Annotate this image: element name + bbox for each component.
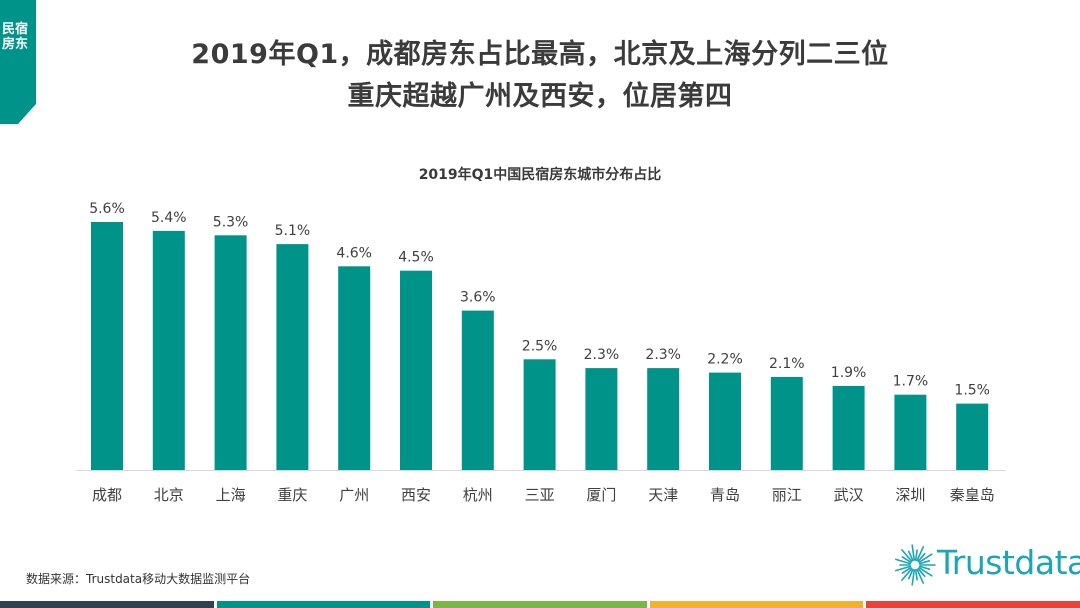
category-label-13: 武汉 [834, 486, 864, 504]
bar-12 [770, 377, 803, 470]
data-label-6: 4.5% [398, 250, 434, 266]
strip-segment-4 [649, 601, 864, 608]
bottom-color-strip [0, 601, 1080, 608]
bar-13 [832, 385, 865, 470]
data-label-9: 2.3% [584, 347, 620, 363]
data-label-1: 5.6% [89, 201, 125, 217]
strip-segment-1 [0, 601, 214, 608]
data-label-3: 5.3% [213, 214, 249, 230]
category-label-4: 重庆 [277, 486, 307, 504]
data-label-11: 2.2% [707, 352, 743, 368]
category-label-15: 秦皇岛 [950, 486, 995, 504]
bar-6 [400, 270, 432, 470]
logo-text: Trustdata [937, 543, 1080, 582]
category-label-8: 三亚 [525, 486, 555, 504]
headline-line-2: 重庆超越广州及西安，位居第四 [347, 81, 733, 112]
category-label-1: 成都 [92, 486, 122, 504]
bar-2 [152, 230, 185, 470]
category-label-6: 西安 [401, 486, 431, 504]
bar-10 [647, 368, 680, 470]
bar-15 [956, 403, 989, 470]
category-label-9: 厦门 [586, 486, 616, 504]
strip-segment-3 [433, 601, 647, 608]
starburst-icon [894, 544, 936, 586]
category-label-12: 丽江 [772, 486, 802, 504]
trustdata-logo: Trustdata [893, 535, 1080, 595]
strip-segment-5 [866, 601, 1080, 608]
bar-11 [709, 372, 741, 470]
data-label-10: 2.3% [645, 347, 681, 363]
category-label-3: 上海 [216, 486, 246, 504]
bar-chart: 5.6% 成都 5.4% 北京 5.3% 上海 5.1% 重庆 4.6% 广州 4.5% 西安 3.6%… [76, 201, 1006, 504]
category-label-11: 青岛 [710, 486, 740, 504]
data-label-13: 1.9% [831, 365, 867, 381]
bar-8 [523, 359, 556, 470]
bar-14 [894, 394, 927, 470]
data-source: 数据来源：Trustdata移动大数据监测平台 [26, 572, 251, 586]
category-label-7: 杭州 [463, 486, 493, 504]
data-label-5: 4.6% [336, 245, 372, 261]
strip-segment-2 [216, 601, 431, 608]
data-label-4: 5.1% [275, 223, 311, 239]
data-label-8: 2.5% [522, 338, 558, 354]
data-label-14: 1.7% [893, 374, 929, 390]
category-label-10: 天津 [648, 486, 678, 504]
data-label-7: 3.6% [460, 290, 496, 306]
corner-tab: 民宿房东 [0, 0, 36, 124]
category-label-5: 广州 [339, 486, 369, 504]
bar-3 [214, 235, 247, 470]
category-label-14: 深圳 [895, 486, 925, 504]
bar-5 [338, 266, 371, 470]
data-label-15: 1.5% [954, 383, 990, 399]
bar-7 [461, 310, 494, 470]
data-label-12: 2.1% [769, 356, 805, 372]
data-label-2: 5.4% [151, 210, 187, 226]
bar-9 [585, 368, 618, 470]
category-label-2: 北京 [154, 486, 184, 504]
headline-line-1: 2019年Q1，成都房东占比最高，北京及上海分列二三位 [191, 39, 889, 70]
bar-4 [276, 244, 309, 470]
bar-1 [91, 222, 123, 470]
corner-label: 民宿房东 [1, 22, 28, 52]
chart-title: 2019年Q1中国民宿房东城市分布占比 [418, 167, 662, 183]
